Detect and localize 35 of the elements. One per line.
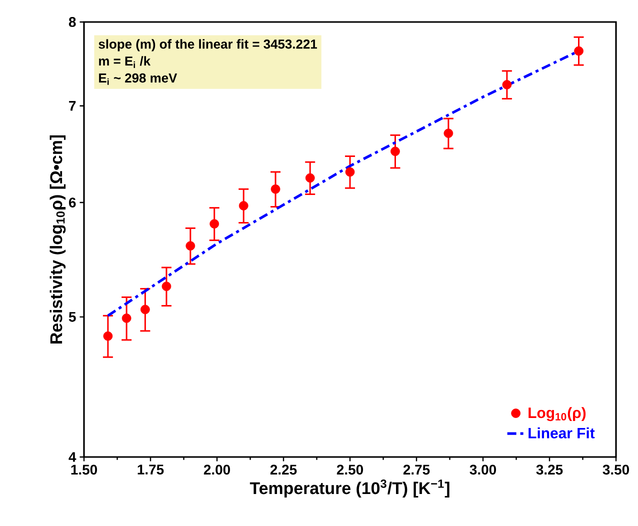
x-tick-label: 1.75 [138, 464, 164, 474]
y-tick-label: 6 [68, 198, 76, 208]
x-tick-label: 2.50 [336, 464, 364, 475]
x-tick-label: 1.50 [71, 464, 98, 475]
y-tick-label: 8 [68, 17, 76, 27]
x-axis-title: Temperature (10$^{3}$/T) [K$^{−1}$] [250, 479, 450, 498]
x-tick-label: 2.75 [403, 464, 430, 475]
y-tick-label: 4 [68, 452, 76, 462]
y-tick-label: 7 [69, 101, 76, 111]
y-tick-label: 5 [68, 312, 76, 322]
point [103, 331, 113, 341]
x-tick-label: 2.00 [204, 464, 230, 475]
point [390, 146, 400, 156]
x-tick-label: 3.00 [470, 464, 496, 475]
point [305, 173, 315, 183]
point [186, 241, 196, 251]
point [162, 282, 172, 292]
annotation: m = E$_{i}$ /k [99, 56, 151, 68]
legend-label: Linear Fit [528, 427, 595, 438]
point [574, 46, 584, 56]
point [122, 314, 132, 323]
point [210, 219, 220, 228]
point [444, 128, 454, 138]
x-tick-label: 3.25 [536, 464, 563, 475]
annotation: E$_{i}$ ~ 298 meV [99, 73, 178, 85]
point [502, 80, 512, 90]
point [140, 304, 150, 314]
x-tick-label: 3.50 [602, 464, 630, 475]
x-tick-label: 2.25 [270, 464, 297, 475]
annotation: slope (m) of the linear fit = 3453.221 [98, 39, 317, 52]
point [345, 167, 355, 177]
legend-label: Log$_{10}$(ρ) [528, 407, 586, 422]
y-axis-title: Resistivity (log$_{10}$ρ) [Ω•cm] [50, 135, 66, 344]
point [238, 201, 248, 210]
point [270, 184, 280, 194]
